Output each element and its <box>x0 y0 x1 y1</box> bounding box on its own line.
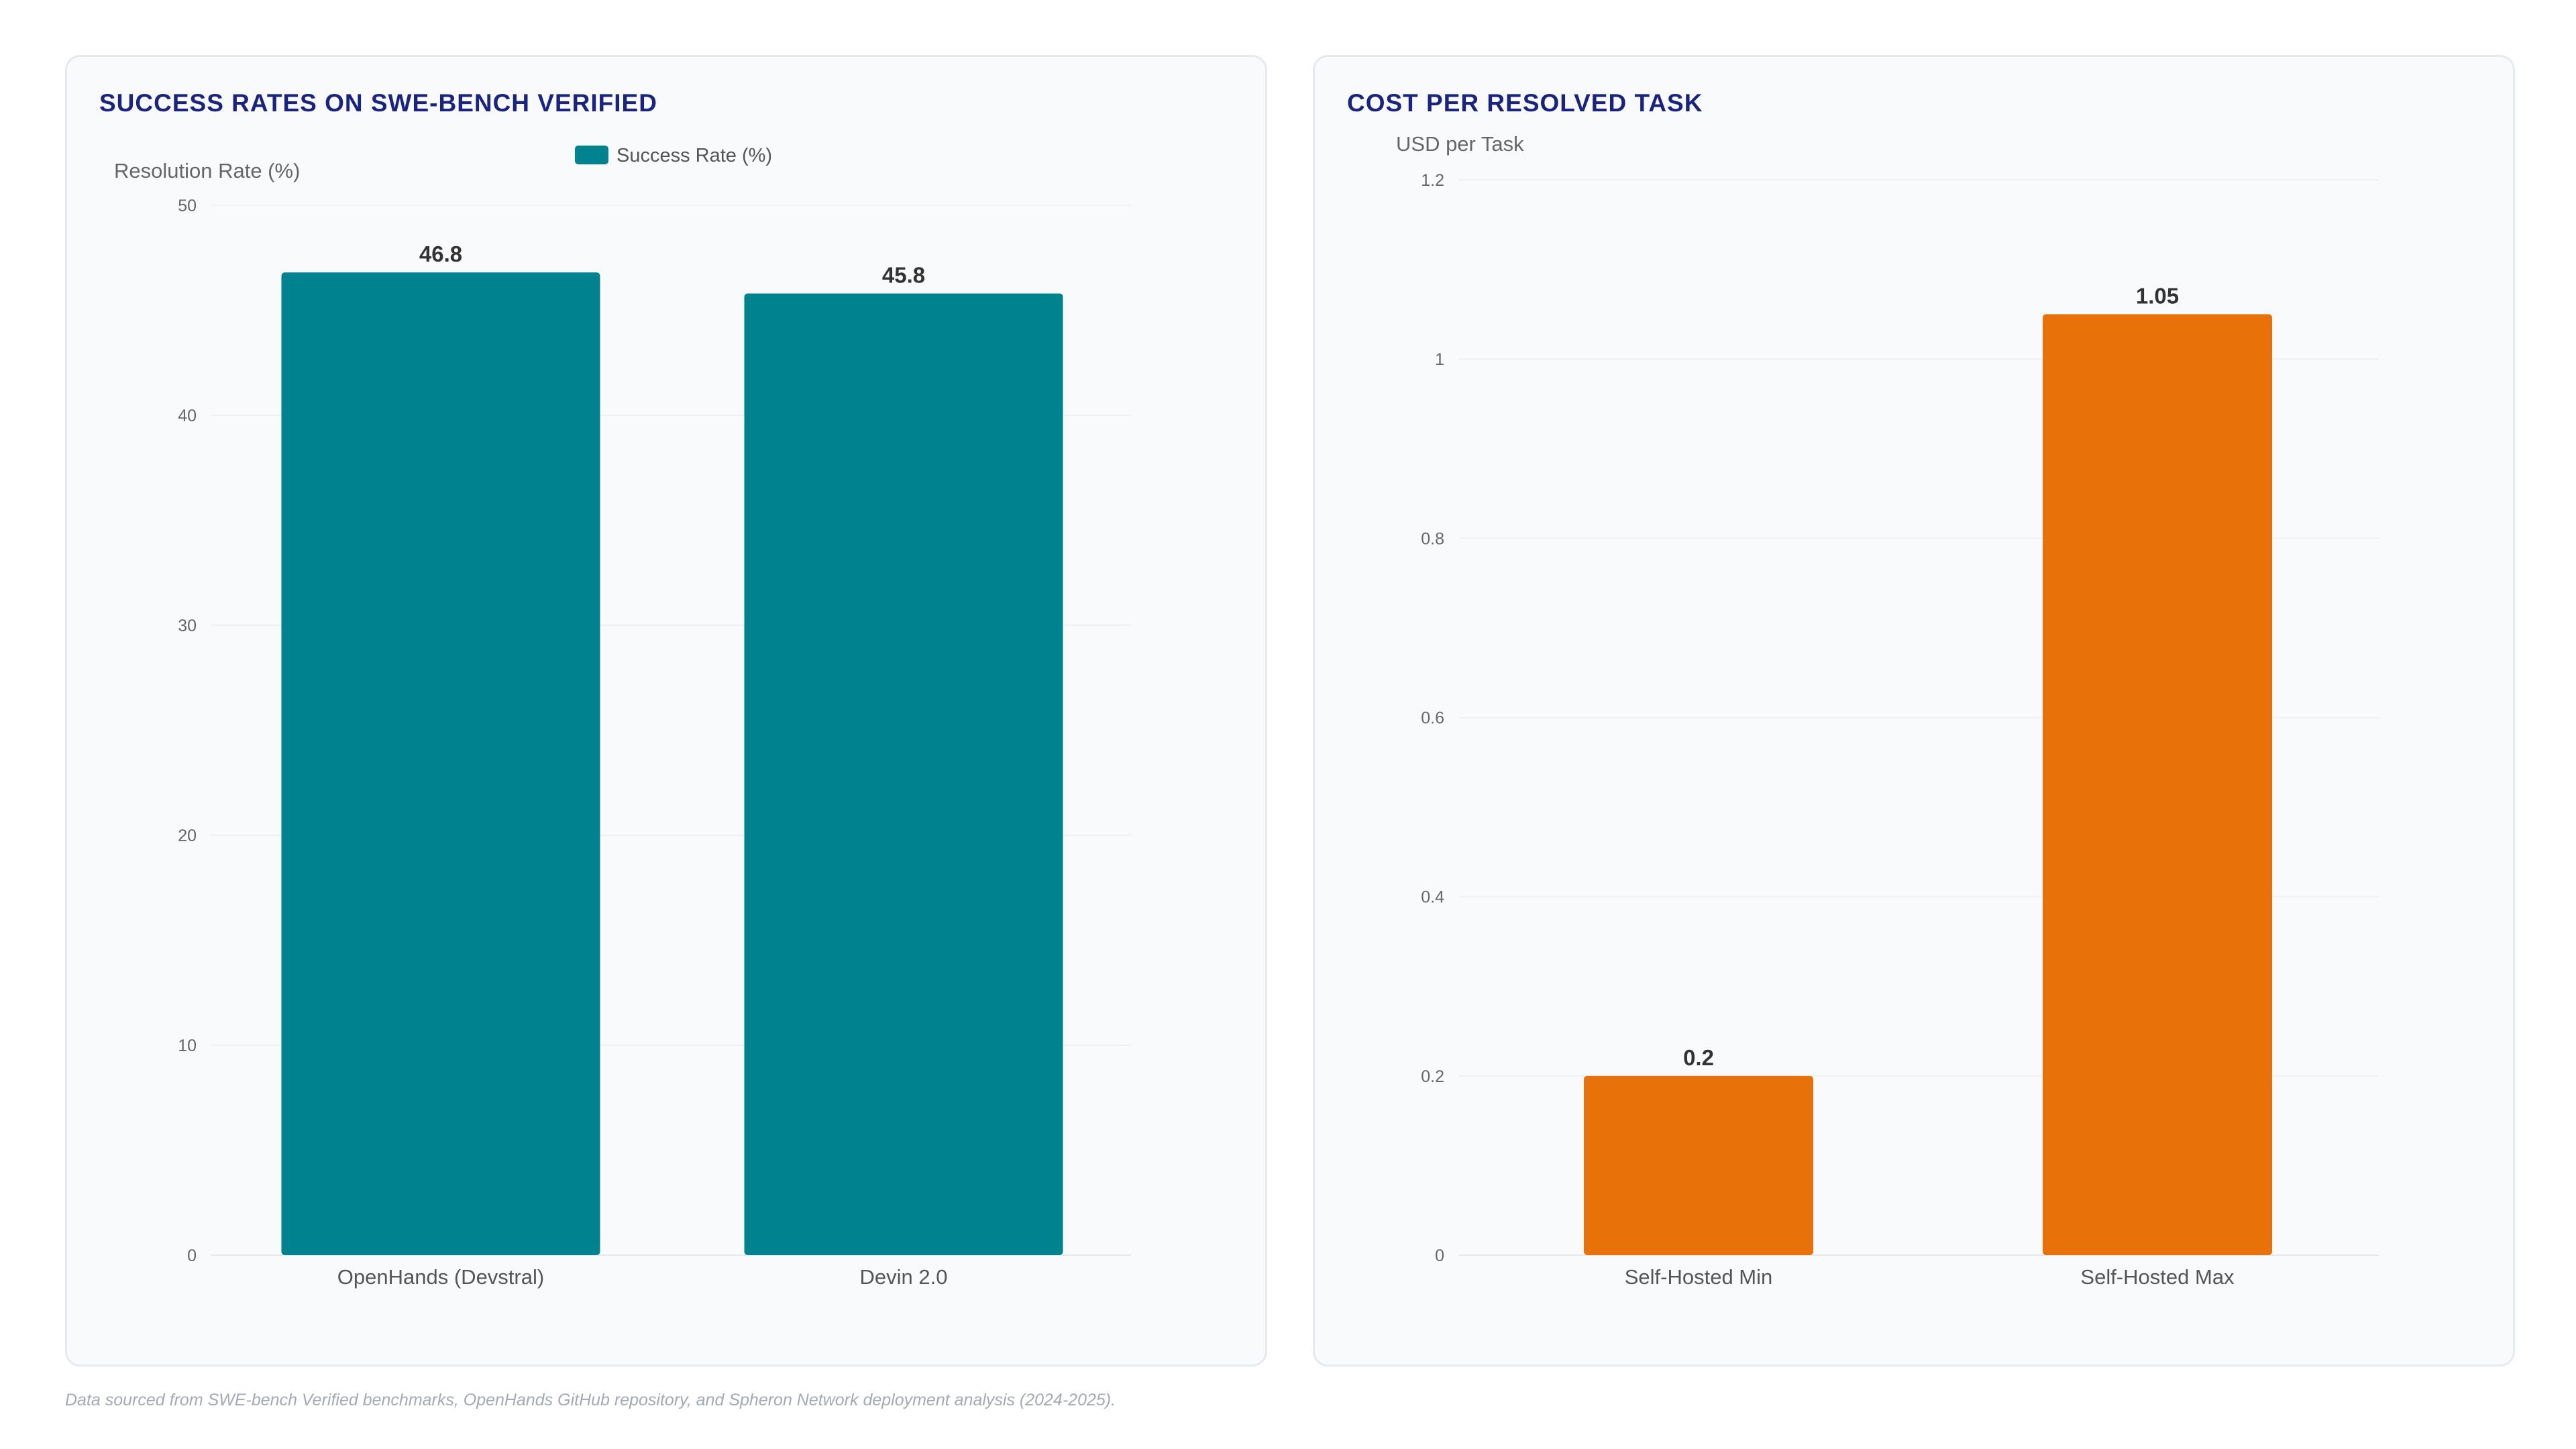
legend-swatch <box>575 146 608 164</box>
y-tick-label: 0.4 <box>1421 888 1444 907</box>
y-tick-label: 0.8 <box>1421 529 1444 548</box>
y-tick-label: 0 <box>1435 1246 1444 1265</box>
x-tick-label: Self-Hosted Min <box>1625 1265 1773 1289</box>
y-tick-label: 1 <box>1435 350 1444 369</box>
y-tick-label: 30 <box>178 616 197 635</box>
y-tick-label: 0 <box>187 1246 197 1265</box>
data-label: 1.05 <box>2136 283 2179 308</box>
x-tick-label: Self-Hosted Max <box>2080 1265 2235 1289</box>
bar <box>281 272 600 1255</box>
success-rate-panel: SUCCESS RATES ON SWE-BENCH VERIFIED 0 10 2… <box>65 55 1267 1366</box>
y-tick-label: 1.2 <box>1421 171 1444 190</box>
data-label: 46.8 <box>419 241 462 266</box>
bar <box>1584 1075 1813 1255</box>
cost-chart: 0 0.2 0.4 0.6 0.8 1 1.2 USD per Task 0.2 Self-Hos… <box>1396 132 2379 1289</box>
bar <box>2043 314 2272 1255</box>
y-axis-label: USD per Task <box>1396 132 1524 156</box>
y-tick-label: 0.6 <box>1421 709 1444 728</box>
y-tick-label: 50 <box>178 197 197 215</box>
legend-label: Success Rate (%) <box>616 145 772 166</box>
y-axis-label: Resolution Rate (%) <box>114 159 300 182</box>
y-tick-label: 0.2 <box>1421 1067 1444 1086</box>
x-tick-label: Devin 2.0 <box>860 1265 948 1289</box>
bar <box>744 293 1063 1256</box>
y-tick-label: 20 <box>178 826 197 845</box>
cost-panel: COST PER RESOLVED TASK 0 0.2 0.4 0.6 0.8 1 1.2… <box>1313 55 2515 1366</box>
chart-title: COST PER RESOLVED TASK <box>1347 89 1703 117</box>
data-label: 0.2 <box>1683 1045 1714 1070</box>
data-source-footnote: Data sourced from SWE-bench Verified ben… <box>65 1391 1116 1409</box>
success-rate-chart: 0 10 20 30 40 50 Resolution Rate (%) 46.8 OpenHa… <box>114 145 1131 1289</box>
data-label: 45.8 <box>882 262 925 287</box>
chart-title: SUCCESS RATES ON SWE-BENCH VERIFIED <box>99 89 657 117</box>
y-tick-label: 40 <box>178 407 197 425</box>
x-tick-label: OpenHands (Devstral) <box>337 1265 544 1289</box>
y-tick-label: 10 <box>178 1036 197 1055</box>
